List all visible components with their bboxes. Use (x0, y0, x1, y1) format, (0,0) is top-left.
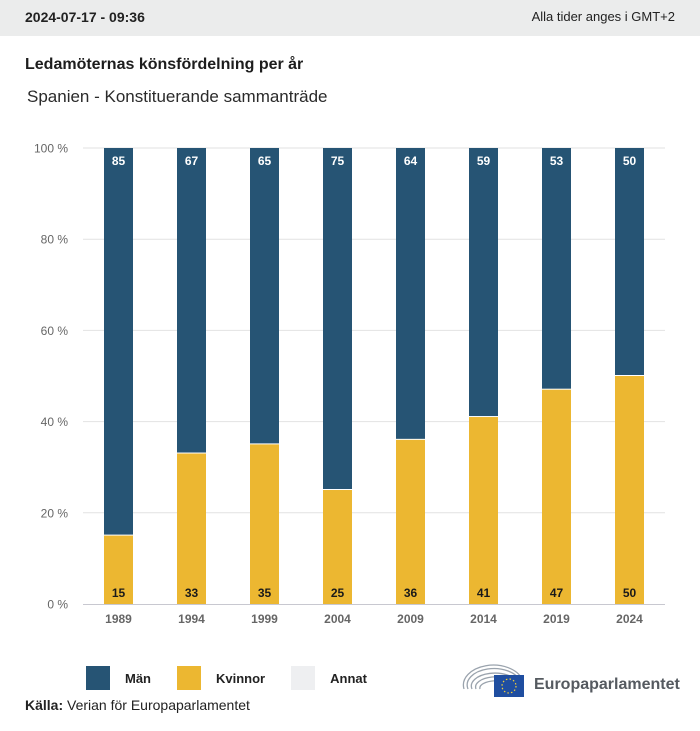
y-tick-label: 60 % (41, 324, 69, 338)
x-tick-label: 2009 (397, 612, 424, 626)
logo-text: Europaparlamentet (534, 676, 680, 693)
data-label-men: 50 (623, 154, 637, 168)
legend-item-other[interactable]: Annat (291, 666, 367, 690)
y-tick-label: 20 % (41, 506, 69, 520)
bar-women (615, 376, 644, 604)
chart-subtitle: Spanien - Konstituerande sammanträde (27, 87, 328, 106)
bar-men (177, 148, 206, 453)
bar-men (469, 148, 498, 417)
legend-item-women[interactable]: Kvinnor (177, 666, 265, 690)
data-label-men: 65 (258, 154, 272, 168)
data-label-men: 75 (331, 154, 345, 168)
data-label-women: 36 (404, 586, 418, 600)
bar-women (542, 389, 571, 604)
timezone-note: Alla tider anges i GMT+2 (531, 9, 675, 24)
bar-men (323, 148, 352, 489)
bar-women (469, 417, 498, 604)
top-bar: 2024-07-17 - 09:36 Alla tider anges i GM… (0, 0, 700, 36)
source-text: Verian för Europaparlamentet (67, 697, 250, 713)
y-tick-label: 100 % (34, 142, 68, 156)
bar-women (250, 444, 279, 604)
data-label-women: 33 (185, 586, 199, 600)
x-tick-label: 2024 (616, 612, 643, 626)
y-tick-label: 40 % (41, 415, 69, 429)
data-label-women: 15 (112, 586, 126, 600)
legend-swatch-men (86, 666, 110, 690)
data-label-women: 25 (331, 586, 345, 600)
bar-men (396, 148, 425, 439)
legend-label-men: Män (125, 670, 151, 686)
legend-label-other: Annat (330, 670, 367, 686)
legend: Män Kvinnor Annat (86, 666, 393, 690)
y-tick-label: 80 % (41, 233, 69, 247)
parliament-hemicycle-icon (462, 664, 524, 697)
data-label-women: 50 (623, 586, 637, 600)
x-tick-label: 1994 (178, 612, 205, 626)
data-label-women: 47 (550, 586, 564, 600)
data-label-men: 64 (404, 154, 418, 168)
data-label-men: 59 (477, 154, 491, 168)
legend-label-women: Kvinnor (216, 670, 266, 686)
legend-swatch-women (177, 666, 201, 690)
data-label-women: 35 (258, 586, 272, 600)
x-tick-label: 2014 (470, 612, 497, 626)
x-tick-label: 1999 (251, 612, 278, 626)
x-tick-label: 2004 (324, 612, 351, 626)
bar-men (615, 148, 644, 375)
legend-swatch-other (291, 666, 316, 690)
data-label-men: 53 (550, 154, 564, 168)
bar-women (104, 535, 133, 604)
legend-item-men[interactable]: Män (86, 666, 151, 690)
data-label-men: 85 (112, 154, 126, 168)
stacked-bar-chart: 0 % 20 % 40 % 60 % 80 % 100 % 85 15 1989 67 33 1994… (34, 142, 665, 626)
timestamp: 2024-07-17 - 09:36 (25, 9, 145, 25)
source-label: Källa: (25, 697, 64, 713)
data-label-men: 67 (185, 154, 199, 168)
bar-men (250, 148, 279, 444)
bar-women (323, 490, 352, 604)
eu-flag-icon (494, 675, 524, 697)
bar-men (542, 148, 571, 389)
source-note: Källa: Verian för Europaparlamentet (25, 697, 250, 713)
bar-women (177, 453, 206, 604)
x-tick-label: 1989 (105, 612, 132, 626)
data-label-women: 41 (477, 586, 491, 600)
x-tick-label: 2019 (543, 612, 570, 626)
bar-men (104, 148, 133, 535)
chart-title: Ledamöternas könsfördelning per år (25, 56, 304, 73)
bar-women (396, 439, 425, 604)
y-tick-label: 0 % (47, 598, 68, 612)
ep-logo: Europaparlamentet (460, 659, 680, 699)
